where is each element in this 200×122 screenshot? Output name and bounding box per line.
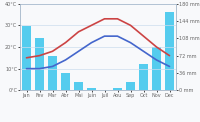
Bar xyxy=(165,12,174,90)
Bar xyxy=(35,38,44,90)
Bar xyxy=(126,82,135,90)
Bar xyxy=(74,82,83,90)
Bar xyxy=(113,88,122,90)
Legend: Temp. Min, Temp. Max, Precipitations: Temp. Min, Temp. Max, Precipitations xyxy=(41,120,156,122)
Bar xyxy=(87,88,96,90)
Bar xyxy=(22,26,31,90)
Bar xyxy=(61,73,70,90)
Bar xyxy=(139,64,148,90)
Bar xyxy=(48,56,57,90)
Bar xyxy=(152,47,161,90)
